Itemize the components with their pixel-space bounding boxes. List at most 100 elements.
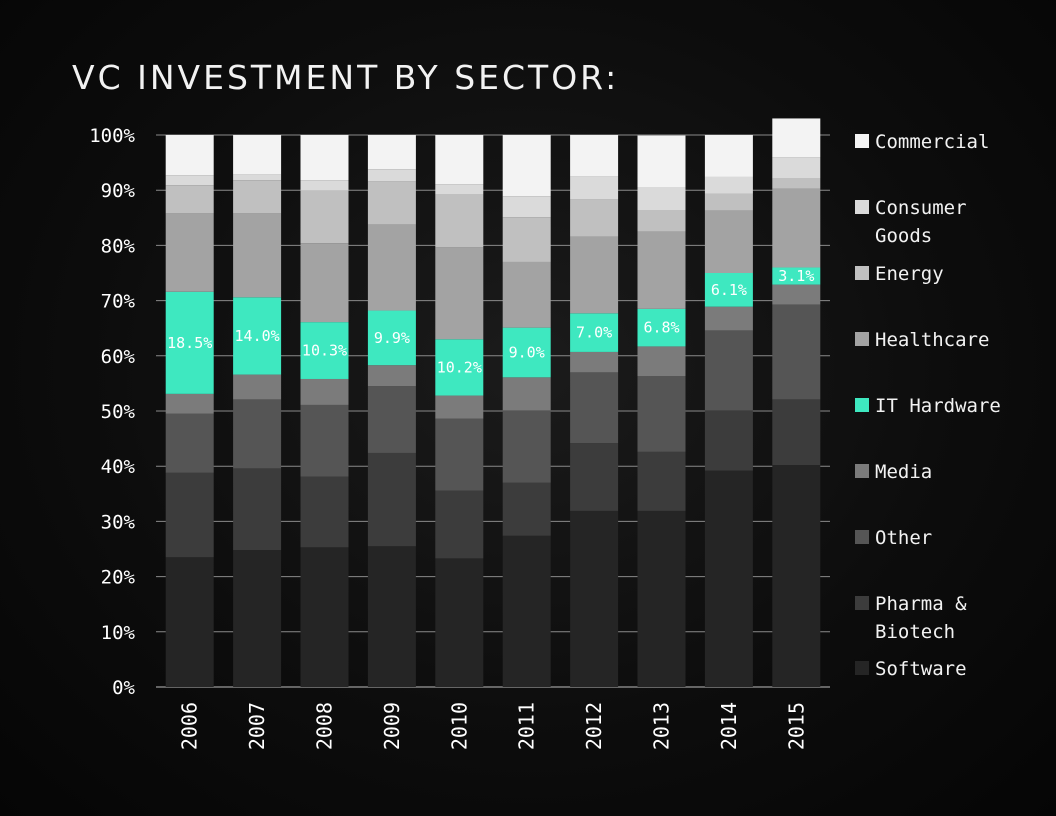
- legend-label: Healthcare: [875, 329, 990, 351]
- legend-item-commercial: Commercial: [855, 128, 1035, 156]
- bar-segment-healthcare-2009: [367, 224, 416, 311]
- stacked-bar-chart: 0%10%20%30%40%50%60%70%80%90%100% 2006 20…: [89, 118, 830, 750]
- bar-segment-energy-2011: [502, 217, 551, 262]
- x-tick-label-2014: 2014: [717, 702, 741, 750]
- bar-segment-other-2013: [637, 376, 686, 452]
- bar-segment-other-2014: [704, 330, 753, 411]
- x-tick-label-2011: 2011: [515, 702, 539, 750]
- bar-segment-commercial-2006: [165, 135, 214, 176]
- y-tick-label: 50%: [101, 401, 136, 423]
- x-tick-label-2009: 2009: [380, 702, 404, 750]
- bar-segment-software-2009: [367, 546, 416, 687]
- bar-segment-energy-2007: [233, 180, 282, 214]
- x-tick-label-2008: 2008: [313, 702, 337, 750]
- bar-segment-commercial-2007: [233, 135, 282, 175]
- bar-segment-consumer-goods-2007: [233, 174, 282, 181]
- legend-label: Pharma & Biotech: [875, 593, 967, 643]
- bar-segment-software-2011: [502, 535, 551, 687]
- bar-segment-consumer-goods-2010: [435, 184, 484, 195]
- bar-segment-healthcare-2011: [502, 261, 551, 328]
- bar-segment-other-2007: [233, 399, 282, 469]
- bar-segment-media-2010: [435, 395, 484, 419]
- bar-segment-pharma-biotech-2010: [435, 490, 484, 559]
- legend-swatch: [855, 530, 869, 544]
- bar-segment-software-2015: [772, 465, 821, 687]
- x-tick-label-2012: 2012: [582, 702, 606, 750]
- bar-segment-it-hardware-2007: [233, 297, 282, 375]
- bar-segment-software-2014: [704, 470, 753, 687]
- bar-segment-software-2010: [435, 558, 484, 687]
- chart-title: VC INVESTMENT BY SECTOR:: [72, 58, 620, 97]
- bar-segment-it-hardware-2015: [772, 267, 821, 285]
- bar-segment-commercial-2009: [367, 135, 416, 170]
- bar-segment-consumer-goods-2011: [502, 196, 551, 218]
- bar-segment-it-hardware-2009: [367, 310, 416, 366]
- legend-swatch: [855, 398, 869, 412]
- bar-segment-media-2015: [772, 284, 821, 305]
- bar-segment-pharma-biotech-2012: [570, 443, 619, 511]
- bar-segment-it-hardware-2006: [165, 291, 214, 394]
- bar-segment-pharma-biotech-2006: [165, 472, 214, 558]
- data-label-it-hardware-2006: 18.5%: [167, 334, 212, 352]
- y-tick-label: 0%: [112, 677, 135, 699]
- bar-segment-commercial-2013: [637, 135, 686, 188]
- bar-segment-healthcare-2014: [704, 210, 753, 273]
- bar-segment-other-2008: [300, 404, 349, 477]
- legend-item-software: Software: [855, 655, 1035, 683]
- bar-segment-consumer-goods-2009: [367, 169, 416, 182]
- bar-segment-healthcare-2013: [637, 231, 686, 309]
- bar-segment-media-2006: [165, 393, 214, 414]
- data-label-it-hardware-2014: 6.1%: [711, 281, 747, 299]
- legend-swatch: [855, 134, 869, 148]
- bar-segment-other-2009: [367, 386, 416, 453]
- y-tick-label: 90%: [101, 180, 136, 202]
- y-axis: 0% 10% 20% 30% 40% 50% 60% 70% 80% 90% 100%: [89, 125, 135, 699]
- legend-label: Other: [875, 527, 933, 549]
- legend-item-media: Media: [855, 458, 1035, 486]
- legend-label: Consumer Goods: [875, 197, 967, 247]
- legend-swatch: [855, 332, 869, 346]
- legend-swatch: [855, 464, 869, 478]
- bar-segment-commercial-2015: [772, 118, 821, 158]
- y-tick-label: 20%: [101, 567, 136, 589]
- bar-segment-consumer-goods-2006: [165, 175, 214, 186]
- legend-swatch: [855, 596, 869, 610]
- y-tick-label: 60%: [101, 346, 136, 368]
- bar-segment-other-2012: [570, 372, 619, 444]
- bar-segment-consumer-goods-2014: [704, 176, 753, 194]
- bar-segment-it-hardware-2014: [704, 273, 753, 307]
- data-label-it-hardware-2012: 7.0%: [576, 324, 612, 342]
- bar-segment-pharma-biotech-2008: [300, 476, 349, 548]
- bar-segment-it-hardware-2008: [300, 322, 349, 379]
- bar-segment-healthcare-2015: [772, 188, 821, 268]
- bar-segment-energy-2006: [165, 185, 214, 214]
- x-tick-label-2015: 2015: [784, 702, 808, 750]
- bar-segment-healthcare-2008: [300, 243, 349, 323]
- bar-segment-healthcare-2012: [570, 236, 619, 314]
- x-tick-label-2013: 2013: [650, 702, 674, 750]
- bar-segment-media-2014: [704, 306, 753, 331]
- y-tick-label: 80%: [101, 235, 136, 257]
- bar-segment-healthcare-2010: [435, 247, 484, 340]
- bar-segment-it-hardware-2010: [435, 339, 484, 396]
- legend-item-consumer-goods: Consumer Goods: [855, 194, 1035, 250]
- bar-segment-commercial-2011: [502, 135, 551, 197]
- legend-item-energy: Energy: [855, 260, 1035, 288]
- bar-segment-software-2012: [570, 510, 619, 687]
- data-label-it-hardware-2015: 3.1%: [778, 267, 814, 285]
- data-label-it-hardware-2008: 10.3%: [302, 342, 347, 360]
- bar-segment-software-2013: [637, 510, 686, 687]
- data-label-it-hardware-2011: 9.0%: [509, 343, 545, 361]
- bar-stacks: [165, 118, 821, 687]
- y-tick-label: 30%: [101, 511, 136, 533]
- legend-item-it-hardware: IT Hardware: [855, 392, 1035, 420]
- bar-segment-other-2006: [165, 413, 214, 473]
- data-label-it-hardware-2010: 10.2%: [437, 358, 482, 376]
- bar-segment-media-2008: [300, 378, 349, 405]
- bar-segment-media-2007: [233, 374, 282, 400]
- bar-segment-pharma-biotech-2014: [704, 410, 753, 471]
- y-tick-label: 100%: [89, 125, 135, 147]
- bar-segment-it-hardware-2013: [637, 308, 686, 347]
- legend-item-pharma-biotech: Pharma & Biotech: [855, 590, 1035, 646]
- bar-segment-commercial-2008: [300, 135, 349, 181]
